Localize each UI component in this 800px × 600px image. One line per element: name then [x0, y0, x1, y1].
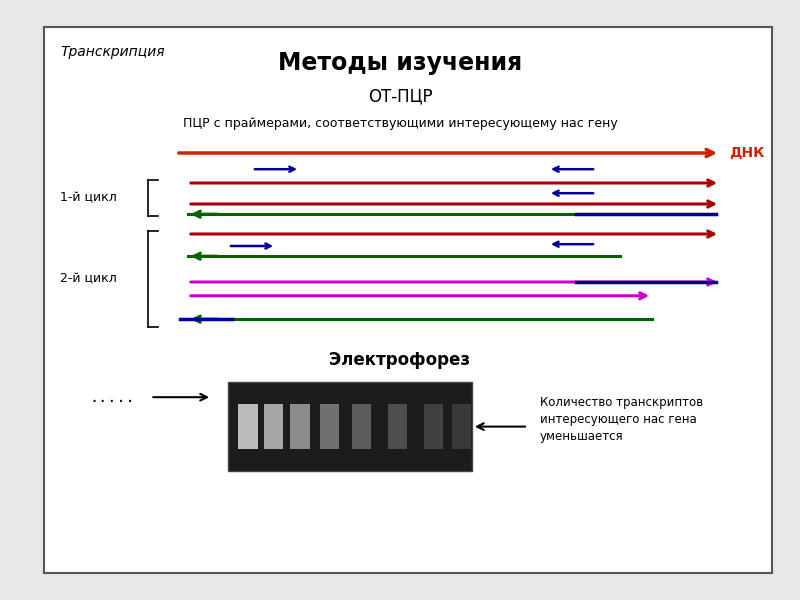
Text: ПЦР с праймерами, соответствующими интересующему нас гену: ПЦР с праймерами, соответствующими интер…: [182, 117, 618, 130]
Bar: [290, 404, 310, 449]
Text: Количество транскриптов
интересующего нас гена
уменьшается: Количество транскриптов интересующего на…: [540, 395, 703, 443]
Text: 1-й цикл: 1-й цикл: [60, 191, 117, 205]
Bar: [264, 404, 283, 449]
Bar: [388, 404, 407, 449]
Bar: [320, 404, 339, 449]
Text: .....: .....: [90, 390, 135, 404]
Bar: [228, 382, 472, 471]
Text: Методы изучения: Методы изучения: [278, 51, 522, 75]
Bar: [352, 404, 371, 449]
Bar: [452, 404, 471, 449]
Text: Электрофорез: Электрофорез: [330, 351, 470, 369]
Text: ДНК: ДНК: [730, 146, 765, 160]
Text: Транскрипция: Транскрипция: [60, 45, 165, 59]
Bar: [238, 404, 258, 449]
Text: 2-й цикл: 2-й цикл: [60, 272, 117, 286]
Bar: [424, 404, 443, 449]
Text: ОТ-ПЦР: ОТ-ПЦР: [368, 87, 432, 105]
